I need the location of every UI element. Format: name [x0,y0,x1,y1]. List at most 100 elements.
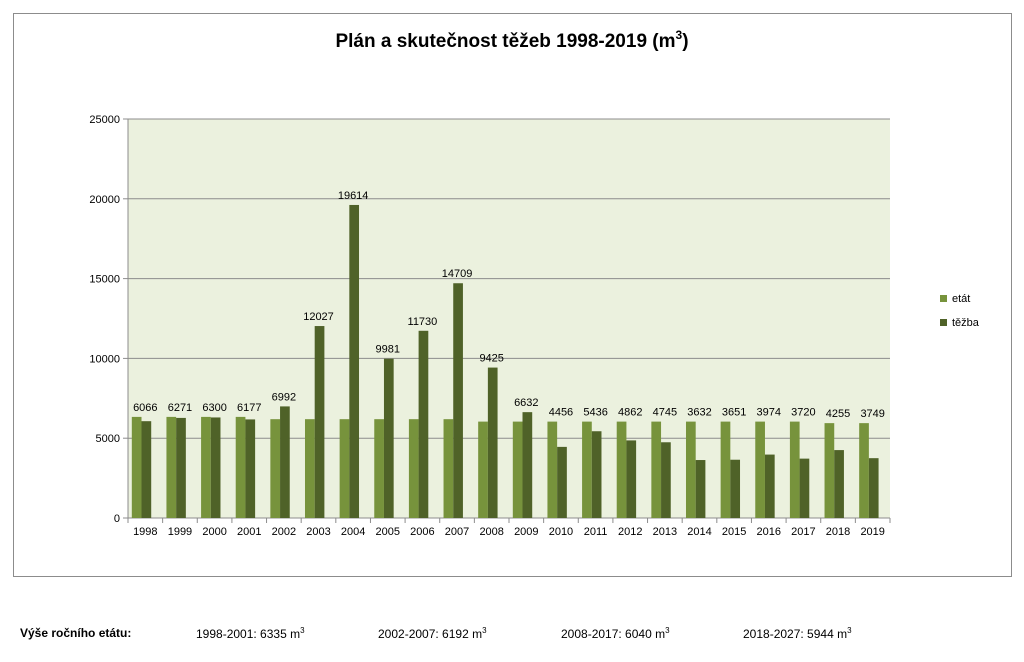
x-tick-label: 2005 [376,526,400,538]
bar-tezba [799,458,810,518]
bar-etat [824,423,835,518]
bar-tezba [591,431,602,518]
bar-tezba [557,446,567,518]
bar-tezba [176,417,186,518]
bar-etat [270,419,281,518]
x-tick-label: 2012 [618,526,642,538]
bar-etat [651,421,662,518]
bar-tezba [453,283,463,518]
bar-tezba [661,442,671,518]
data-label: 6177 [237,402,261,414]
bar-etat [720,421,731,518]
etat-footer: Výše ročního etátu: 1998-2001: 6335 m3 2… [20,626,1010,646]
data-label: 9981 [376,344,400,356]
y-tick-label: 5000 [96,433,120,445]
x-tick-label: 1999 [168,526,192,538]
bar-tezba [764,454,775,518]
bar-tezba [730,459,741,518]
x-tick-label: 2007 [445,526,469,538]
bar-tezba [522,412,533,518]
bar-tezba [280,406,290,518]
bar-etat [235,416,246,518]
bar-tezba [626,440,637,518]
data-label: 6271 [168,402,192,414]
data-label: 19614 [338,190,369,202]
y-tick-label: 10000 [89,353,120,365]
footer-period-3: 2008-2017: 6040 m3 [561,626,670,641]
data-label: 4745 [653,407,677,419]
bar-tezba [314,326,325,518]
x-tick-label: 2008 [479,526,503,538]
data-label: 6632 [514,397,538,409]
data-label: 4255 [826,408,850,420]
data-label: 4862 [618,407,642,419]
x-tick-label: 2004 [341,526,365,538]
bar-tezba [418,330,429,518]
y-tick-label: 25000 [89,114,120,126]
x-tick-label: 2015 [722,526,746,538]
bar-tezba [141,421,152,518]
bar-etat [131,416,142,518]
bar-etat [685,421,696,518]
x-tick-label: 2002 [272,526,296,538]
data-label: 3720 [791,407,815,419]
data-label: 9425 [479,353,503,365]
bar-etat [478,421,488,518]
data-label: 3632 [687,407,711,419]
x-tick-label: 2018 [826,526,850,538]
bar-etat [512,421,523,518]
bar-etat [374,419,384,518]
bar-tezba [245,419,256,518]
data-label: 4456 [549,407,573,419]
data-label: 5436 [583,407,607,419]
bar-etat [443,419,454,518]
data-label: 3749 [860,408,884,420]
footer-period-4: 2018-2027: 5944 m3 [743,626,852,641]
bar-tezba [349,204,360,518]
x-tick-label: 2000 [202,526,226,538]
x-tick-label: 2013 [653,526,677,538]
x-tick-label: 1998 [133,526,157,538]
bar-etat [201,416,211,518]
footer-period-2: 2002-2007: 6192 m3 [378,626,487,641]
bar-etat [859,423,869,518]
bar-etat [789,421,800,518]
bar-tezba [834,450,844,518]
bar-etat [304,419,315,518]
x-tick-label: 2006 [410,526,434,538]
chart-title-superscript: 3 [676,28,683,42]
data-label: 6066 [133,402,157,414]
x-tick-label: 2009 [514,526,538,538]
bar-tezba [695,460,706,518]
y-tick-label: 20000 [89,194,120,206]
data-label: 6300 [202,402,226,414]
x-tick-label: 2010 [549,526,573,538]
data-label: 14709 [442,268,473,280]
bar-tezba [868,458,879,518]
bar-tezba [383,358,394,518]
bar-etat [547,421,558,518]
x-tick-label: 2001 [237,526,261,538]
bar-etat [166,416,177,518]
bar-tezba [487,367,498,518]
legend-swatch-etat [940,295,947,302]
chart-title: Plán a skutečnost těžeb 1998-2019 (m3) [335,28,688,52]
data-label: 3651 [722,407,746,419]
bar-etat [582,421,592,518]
chart-frame: Plán a skutečnost těžeb 1998-2019 (m3) 0… [13,13,1012,577]
legend-label-tezba: těžba [952,317,980,329]
bar-etat [339,419,350,518]
x-tick-label: 2003 [306,526,330,538]
x-tick-label: 2019 [860,526,884,538]
legend-swatch-tezba [940,319,947,326]
data-label: 3974 [757,407,781,419]
x-tick-label: 2014 [687,526,711,538]
data-label: 11730 [408,316,438,328]
y-tick-label: 0 [114,513,120,525]
footer-period-1: 1998-2001: 6335 m3 [196,626,305,641]
bar-etat [755,421,765,518]
bar-etat [408,419,419,518]
x-tick-label: 2016 [757,526,781,538]
footer-label: Výše ročního etátu: [20,626,132,640]
bar-tezba [210,417,221,518]
